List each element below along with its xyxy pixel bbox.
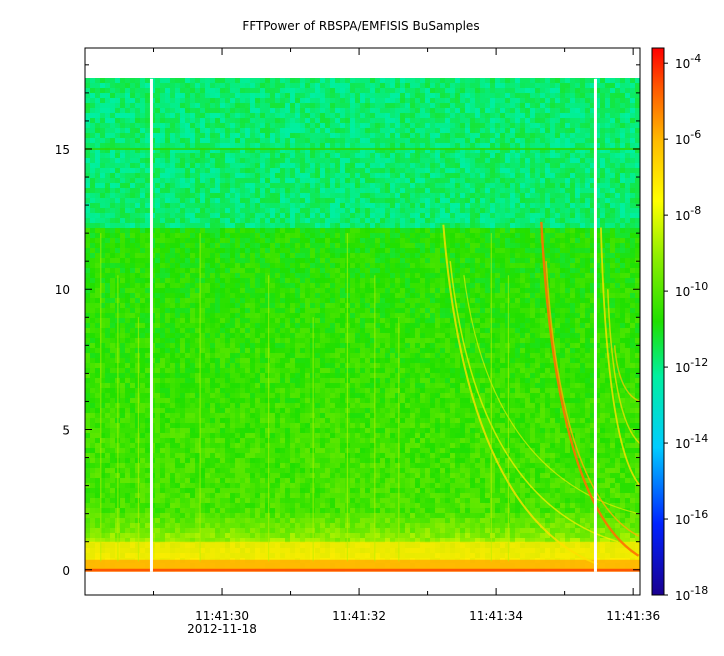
wave-features	[100, 78, 640, 572]
y-tick-label: 5	[62, 423, 70, 437]
spectrogram-heatmap	[85, 78, 640, 595]
x-tick-label: 11:41:30	[195, 609, 249, 623]
colorbar-axis: 10-4 10-6 10-8 10-10 10-12 10-14 10-16 10-18	[664, 52, 708, 603]
x-tick-label: 11:41:36	[606, 609, 660, 623]
x-tick-date-label: 2012-11-18	[187, 622, 257, 636]
y-tick-label: 10	[55, 283, 70, 297]
colorbar-tick-label: 10-16	[675, 508, 708, 527]
y-axis: 0 5 10 15	[55, 64, 640, 578]
y-tick-label: 15	[55, 143, 70, 157]
colorbar-tick-label: 10-12	[675, 356, 708, 375]
x-tick-label: 11:41:34	[469, 609, 523, 623]
colorbar	[651, 47, 665, 596]
colorbar-tick-label: 10-18	[675, 584, 708, 603]
colorbar-tick-label: 10-8	[675, 204, 701, 223]
chart-title: FFTPower of RBSPA/EMFISIS BuSamples	[242, 19, 479, 33]
colorbar-tick-label: 10-10	[675, 280, 708, 299]
y-tick-label: 0	[62, 564, 70, 578]
colorbar-tick-label: 10-14	[675, 432, 708, 451]
colorbar-tick-label: 10-4	[675, 52, 701, 71]
colorbar-tick-label: 10-6	[675, 128, 701, 147]
plot-frame	[84, 47, 641, 596]
x-tick-label: 11:41:32	[332, 609, 386, 623]
